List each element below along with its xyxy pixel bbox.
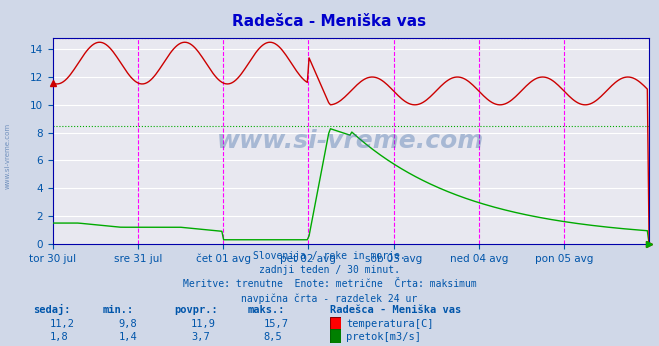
Text: Radešca - Meniška vas: Radešca - Meniška vas	[330, 305, 461, 315]
Text: pretok[m3/s]: pretok[m3/s]	[346, 332, 421, 342]
Text: 3,7: 3,7	[191, 332, 210, 342]
Text: www.si-vreme.com: www.si-vreme.com	[217, 129, 484, 153]
Text: temperatura[C]: temperatura[C]	[346, 319, 434, 329]
Text: povpr.:: povpr.:	[175, 305, 218, 315]
Text: 1,4: 1,4	[119, 332, 137, 342]
Text: Slovenija / reke in morje.
zadnji teden / 30 minut.
Meritve: trenutne  Enote: me: Slovenija / reke in morje. zadnji teden …	[183, 251, 476, 303]
Text: maks.:: maks.:	[247, 305, 285, 315]
Text: 1,8: 1,8	[49, 332, 68, 342]
Text: sedaj:: sedaj:	[33, 304, 71, 315]
Text: 11,2: 11,2	[49, 319, 74, 329]
Text: 15,7: 15,7	[264, 319, 289, 329]
Text: www.si-vreme.com: www.si-vreme.com	[5, 122, 11, 189]
Text: 9,8: 9,8	[119, 319, 137, 329]
Text: 8,5: 8,5	[264, 332, 282, 342]
Text: min.:: min.:	[102, 305, 133, 315]
Text: Radešca - Meniška vas: Radešca - Meniška vas	[233, 14, 426, 29]
Text: 11,9: 11,9	[191, 319, 216, 329]
